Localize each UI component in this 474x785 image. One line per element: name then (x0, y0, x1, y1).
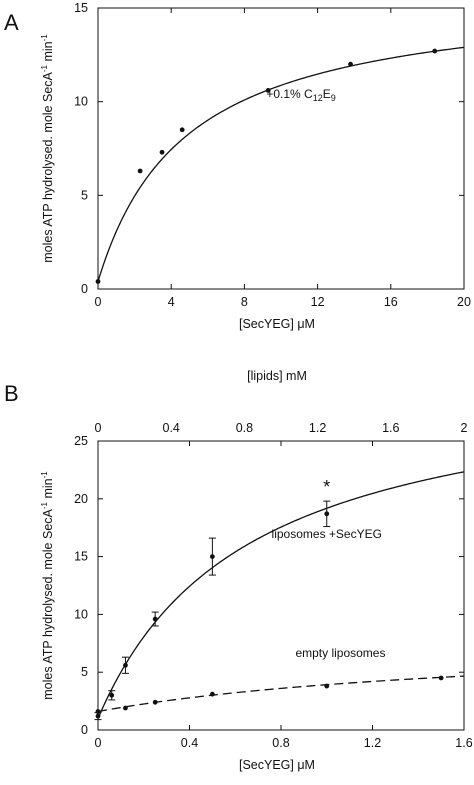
data-point (209, 554, 215, 559)
x-axis-label-unit: μM (297, 317, 315, 331)
x2-tick-label: 0.8 (236, 421, 253, 435)
y-axis-label: moles ATP hydrolysed. mole SecA-1 min-1 (40, 471, 55, 700)
data-point (123, 705, 128, 711)
x2-tick-label: 0.4 (163, 421, 180, 435)
y-axis-label-exp: -1 (40, 471, 49, 479)
data-point (137, 168, 143, 174)
series-label: liposomes +SecYEG (272, 527, 382, 541)
data-point (152, 699, 158, 705)
data-point (159, 149, 165, 155)
y-axis-label-unit: min (41, 41, 55, 65)
y-tick-label: 0 (81, 723, 88, 737)
x-tick-label: 0 (95, 736, 102, 750)
data-point (324, 683, 330, 689)
y-tick-label: 15 (74, 550, 88, 564)
annotation-text: +0.1% C (266, 87, 313, 101)
y-axis-label-exp: -1 (40, 34, 49, 42)
x-tick-label: 4 (168, 295, 175, 309)
data-point (123, 662, 128, 668)
x-tick-label: 16 (384, 295, 398, 309)
x-axis-label: [SecYEG] μM (239, 758, 315, 772)
data-point (95, 713, 101, 719)
data-point (209, 691, 215, 697)
x-tick-label: 1.6 (455, 736, 472, 750)
panel-label: B (4, 381, 19, 406)
plot-frame (97, 7, 465, 290)
y-axis-label-text: moles ATP hydrolysed. mole SecA (41, 508, 55, 699)
x-tick-label: 0.8 (272, 736, 289, 750)
x-tick-label: 8 (241, 295, 248, 309)
y-tick-label: 10 (74, 607, 88, 621)
data-point (348, 61, 353, 67)
x2-tick-label: 1.2 (309, 421, 326, 435)
fit-curve-series-2 (98, 675, 464, 713)
y-tick-label: 10 (74, 95, 88, 109)
fit-curve-series-1 (98, 46, 464, 282)
x-tick-label: 1.2 (364, 736, 381, 750)
data-point (432, 48, 438, 54)
annotation: +0.1% C12E9 (266, 87, 335, 103)
x-tick-label: 20 (457, 295, 471, 309)
y-axis-label-exp: -1 (40, 501, 49, 509)
data-point (109, 692, 115, 698)
x-axis-label: [SecYEG] μM (239, 317, 315, 331)
x-tick-label: 12 (311, 295, 325, 309)
y-tick-label: 20 (74, 492, 88, 506)
x2-axis-label: [lipids] mM (247, 369, 307, 383)
data-point (438, 675, 444, 681)
significance-marker: * (323, 477, 330, 497)
x-axis-label-text: [SecYEG] (239, 758, 297, 772)
y-tick-label: 5 (81, 188, 88, 202)
x2-tick-label: 2 (461, 421, 468, 435)
y-axis-label: moles ATP hydrolysed. mole SecA-1 min-1 (40, 34, 55, 263)
x2-tick-label: 0 (95, 421, 102, 435)
annotation-text: E (323, 87, 331, 101)
x-tick-label: 0 (95, 295, 102, 309)
data-point (152, 616, 158, 622)
y-tick-label: 15 (74, 1, 88, 15)
y-tick-label: 25 (74, 434, 88, 448)
y-axis-label-exp: -1 (40, 64, 49, 72)
data-point (95, 279, 101, 284)
x-axis-label-unit: μM (297, 758, 315, 772)
annotation-sub: 9 (331, 93, 336, 103)
x2-tick-label: 1.6 (382, 421, 399, 435)
fit-curve-series-1 (98, 471, 464, 719)
data-point (179, 127, 185, 133)
panel-label: A (4, 10, 19, 35)
y-tick-label: 0 (81, 282, 88, 296)
x-axis-label-text: [SecYEG] (239, 317, 297, 331)
data-point (324, 511, 330, 517)
x-tick-label: 0.4 (181, 736, 198, 750)
data-point (95, 709, 101, 714)
series-label: empty liposomes (295, 646, 385, 660)
y-axis-label-text: moles ATP hydrolysed. mole SecA (41, 71, 55, 262)
data-point (265, 88, 271, 93)
y-axis-label-unit: min (41, 478, 55, 502)
annotation-sub: 12 (313, 93, 323, 103)
y-tick-label: 5 (81, 665, 88, 679)
